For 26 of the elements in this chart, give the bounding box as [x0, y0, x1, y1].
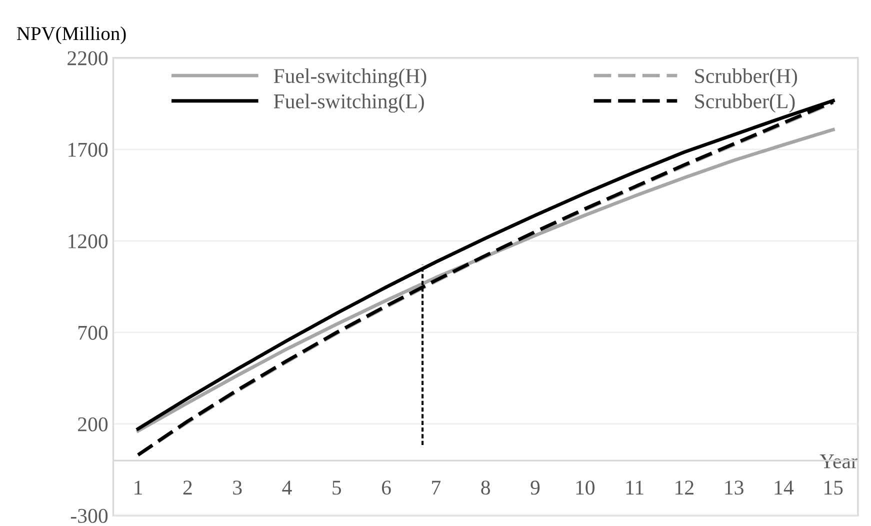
x-tick-label: 1 — [134, 480, 142, 494]
x-tick-label: 15 — [824, 480, 843, 495]
legend-label: Scrubber(L) — [695, 94, 795, 113]
x-tick-label: 4 — [282, 480, 292, 494]
x-tick-label: 6 — [382, 480, 391, 495]
y-tick-label: 700 — [78, 326, 108, 340]
x-tick-label: 10 — [576, 480, 594, 495]
y-tick-label: 200 — [78, 417, 108, 432]
x-tick-label: 3 — [233, 480, 242, 495]
legend-label: Scrubber(H) — [695, 68, 798, 88]
y-tick-label: -300 — [70, 508, 108, 523]
x-tick-label: 14 — [774, 480, 794, 494]
x-tick-label: 12 — [676, 480, 694, 494]
x-tick-label: 13 — [725, 480, 744, 495]
x-tick-label: 8 — [481, 480, 490, 495]
y-tick-label: 2200 — [68, 51, 108, 66]
x-tick-label: 9 — [530, 480, 540, 495]
y-tick-label: 1700 — [68, 142, 108, 157]
y-tick-label: 1200 — [68, 234, 108, 248]
y-axis-title: NPV(Million) — [16, 26, 126, 44]
legend-label: Fuel-switching(H) — [274, 68, 426, 88]
x-tick-label: 2 — [183, 480, 192, 494]
x-tick-label: 7 — [432, 480, 441, 494]
x-tick-label: 5 — [332, 480, 342, 495]
x-tick-label: 11 — [626, 480, 644, 494]
legend-label: Fuel-switching(L) — [274, 94, 424, 113]
